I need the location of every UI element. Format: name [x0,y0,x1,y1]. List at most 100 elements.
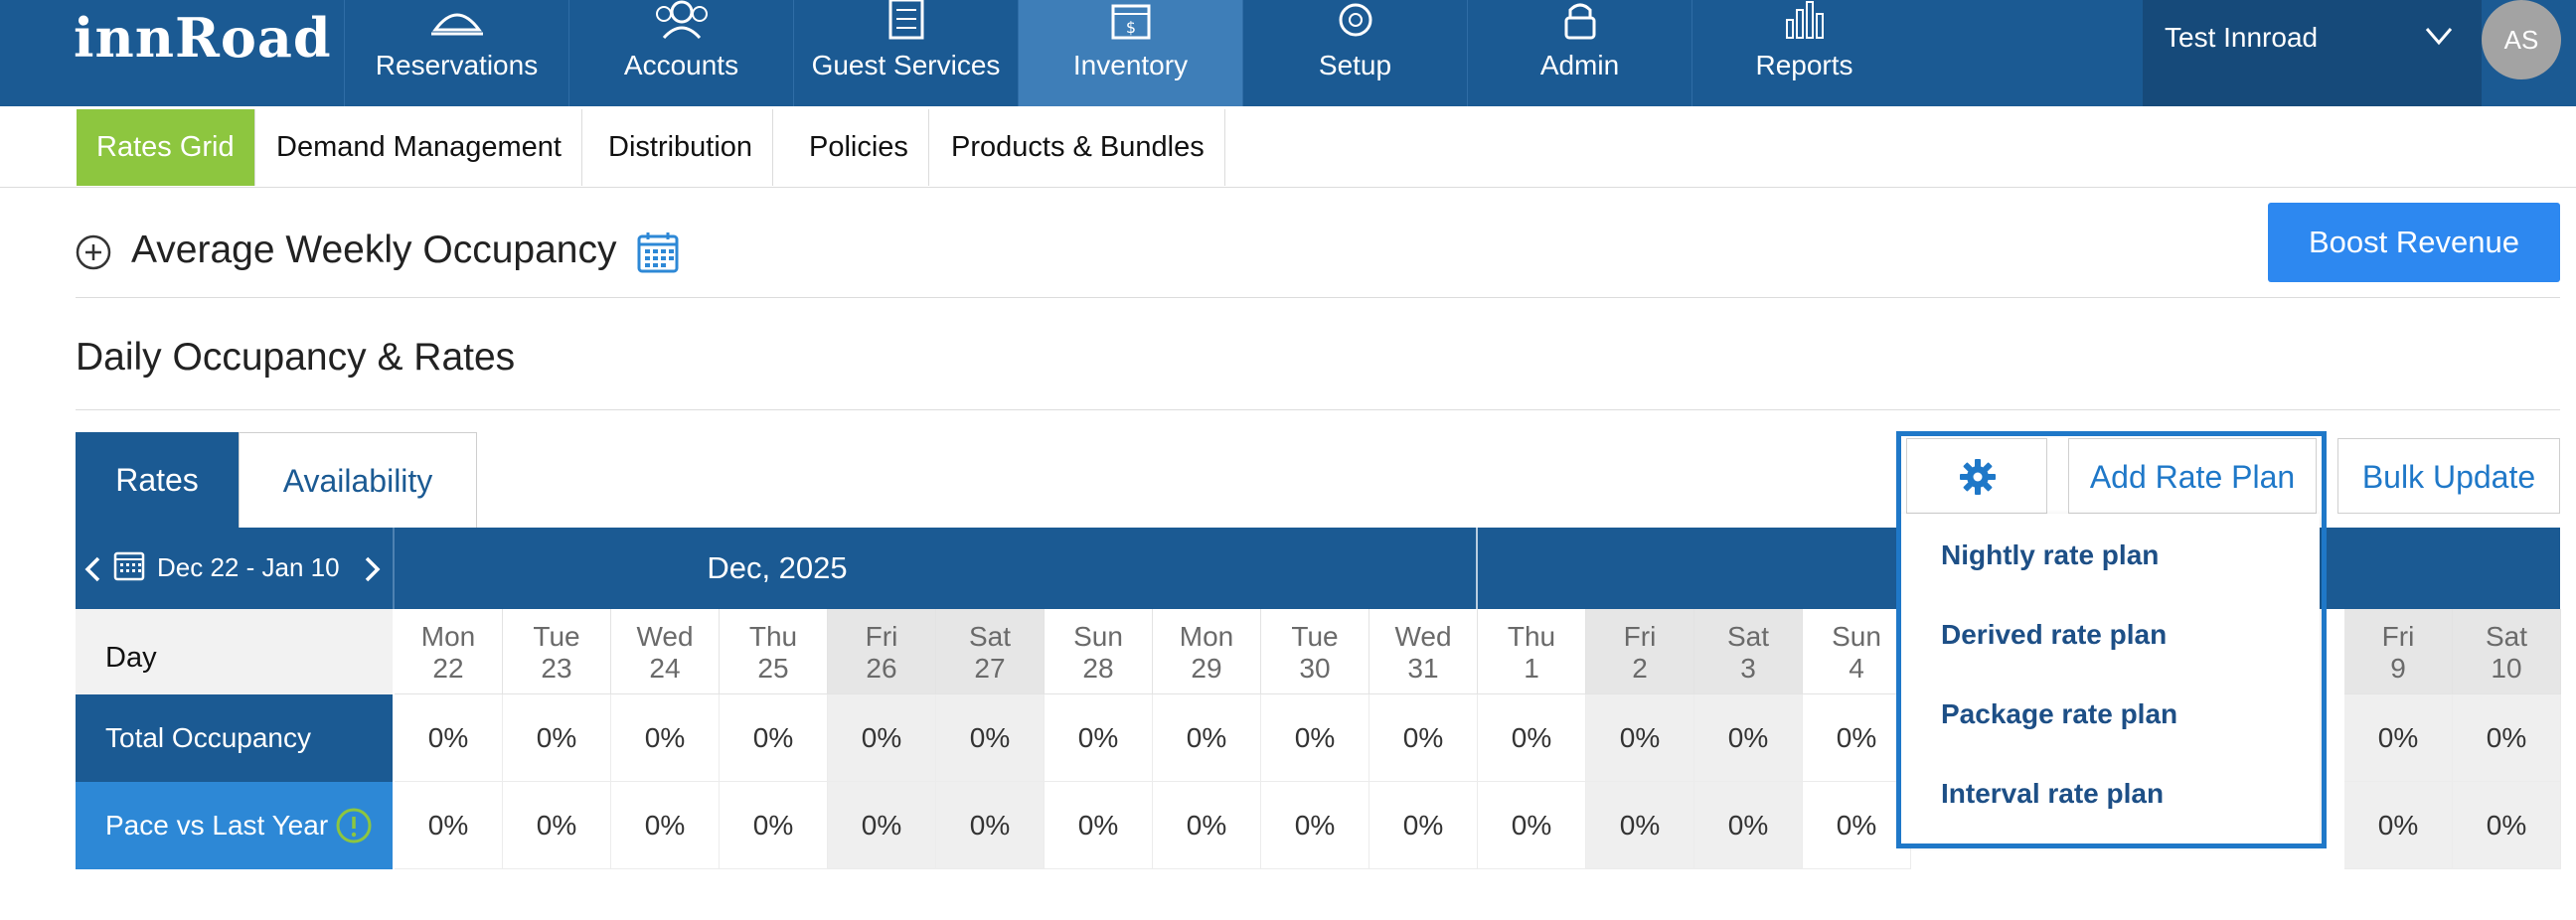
tab-rates[interactable]: Rates [76,432,239,528]
day-header-cell: Thu 25 [720,609,828,694]
day-of-week: Thu [1507,621,1556,652]
nav-reports-label: Reports [1755,50,1853,80]
innroad-logo[interactable]: innRoad [74,6,332,70]
day-header-cell: Sat 3 [1694,609,1803,694]
day-of-week: Sat [1726,621,1770,652]
total-occupancy-cell: 0% [936,694,1045,782]
calendar-icon[interactable] [636,230,680,274]
date-range-nav: Dec 22 - Jan 10 [76,528,393,609]
day-number: 27 [974,653,1006,684]
day-header-cell: Sun 28 [1045,609,1153,694]
nav-setup-label: Setup [1318,50,1392,80]
day-header-cell: Fri 26 [828,609,936,694]
pace-cell: 0% [1369,782,1478,869]
nav-guest-services[interactable]: Guest Services [793,0,1018,106]
day-of-week: Wed [1394,621,1452,652]
day-row-label: Day [76,609,393,694]
avatar[interactable]: AS [2482,0,2561,79]
chevron-left-icon[interactable] [83,555,101,583]
day-header-cell: Thu 1 [1478,609,1586,694]
clipboard-list-icon [888,0,923,40]
nav-reports[interactable]: Reports [1691,0,1916,106]
boost-revenue-button[interactable]: Boost Revenue [2268,203,2560,282]
pace-cell: 0% [1153,782,1261,869]
pace-cell: 0% [936,782,1045,869]
day-of-week: Mon [420,621,476,652]
day-number: 10 [2491,653,2522,684]
day-number: 2 [1632,653,1648,684]
total-occupancy-cell: 0% [1586,694,1694,782]
derived-rate-plan-option[interactable]: Derived rate plan [1941,619,2168,650]
day-number: 24 [649,653,681,684]
total-occupancy-cell: 0% [611,694,720,782]
total-occupancy-cell: 0% [2344,694,2453,782]
subnav-products-bundles[interactable]: Products & Bundles [931,109,1225,186]
subnav-policies[interactable]: Policies [789,109,929,186]
subnav-demand-management[interactable]: Demand Management [256,109,582,186]
total-occupancy-cell: 0% [1694,694,1803,782]
date-range-label[interactable]: Dec 22 - Jan 10 [157,552,340,582]
nav-reservations[interactable]: Reservations [344,0,568,106]
day-header-cell: Wed 31 [1369,609,1478,694]
pace-cell: 0% [1045,782,1153,869]
user-menu[interactable]: Test Innroad [2143,0,2482,106]
month-label: Dec, 2025 [707,550,848,585]
bar-chart-icon [1785,1,1824,39]
nav-inventory[interactable]: $ Inventory [1018,0,1242,106]
day-header-cell: Wed 24 [611,609,720,694]
highlight-outline [1896,431,2327,848]
day-of-week: Mon [1179,621,1234,652]
total-occupancy-cell: 0% [1045,694,1153,782]
day-of-week: Fri [1623,621,1657,652]
day-number: 30 [1299,653,1331,684]
subnav-distribution[interactable]: Distribution [588,109,774,186]
info-alert-icon[interactable] [335,807,373,844]
calendar-icon[interactable] [113,549,145,581]
nav-admin[interactable]: Admin [1467,0,1691,106]
interval-rate-plan-option[interactable]: Interval rate plan [1941,778,2165,809]
day-number: 22 [432,653,464,684]
nav-reservations-label: Reservations [375,50,539,80]
padlock-icon [1564,3,1595,40]
day-number: 3 [1740,653,1756,684]
nightly-rate-plan-option[interactable]: Nightly rate plan [1941,539,2160,570]
service-bell-icon [430,13,483,36]
total-occupancy-cell: 0% [395,694,503,782]
svg-text:$: $ [1125,18,1135,37]
sub-navigation: Rates Grid Demand Management Distributio… [0,106,2576,188]
chevron-right-icon[interactable] [364,555,382,583]
subnav-rates-grid[interactable]: Rates Grid [77,109,255,186]
bulk-update-button[interactable]: Bulk Update [2337,438,2560,514]
day-of-week: Thu [748,621,798,652]
rate-plan-settings-button[interactable] [1906,438,2047,514]
day-of-week: Fri [2381,621,2415,652]
day-header-cell: Sat 27 [936,609,1045,694]
tab-availability[interactable]: Availability [239,432,477,528]
add-rate-plan-button[interactable]: Add Rate Plan [2068,438,2317,514]
pace-cell: 0% [503,782,611,869]
nav-guest-services-label: Guest Services [811,50,1001,80]
weekly-occupancy-title: Average Weekly Occupancy [131,229,617,271]
day-of-week: Wed [636,621,694,652]
nav-accounts[interactable]: Accounts [568,0,793,106]
day-label: Day [105,642,157,674]
expand-plus-icon[interactable] [76,234,111,270]
nav-setup[interactable]: Setup [1242,0,1467,106]
day-of-week: Tue [1291,621,1339,652]
header-divider [393,528,395,609]
package-rate-plan-option[interactable]: Package rate plan [1941,698,2178,729]
total-occupancy-cell: 0% [720,694,828,782]
day-header-cell: Mon 29 [1153,609,1261,694]
day-number: 9 [2390,653,2406,684]
pace-cell: 0% [2453,782,2561,869]
user-name: Test Innroad [2165,22,2319,53]
total-occupancy-cell: 0% [1803,694,1911,782]
pace-cell: 0% [720,782,828,869]
weekly-occupancy-section: Average Weekly Occupancy [76,199,2560,298]
rate-plan-dropdown: Nightly rate plan Derived rate plan Pack… [1901,514,2320,843]
total-occupancy-cell: 0% [1478,694,1586,782]
nav-inventory-label: Inventory [1072,50,1189,80]
day-header-cell: Fri 9 [2344,609,2453,694]
nav-accounts-label: Accounts [623,50,739,80]
day-header-cell: Sat 10 [2453,609,2561,694]
